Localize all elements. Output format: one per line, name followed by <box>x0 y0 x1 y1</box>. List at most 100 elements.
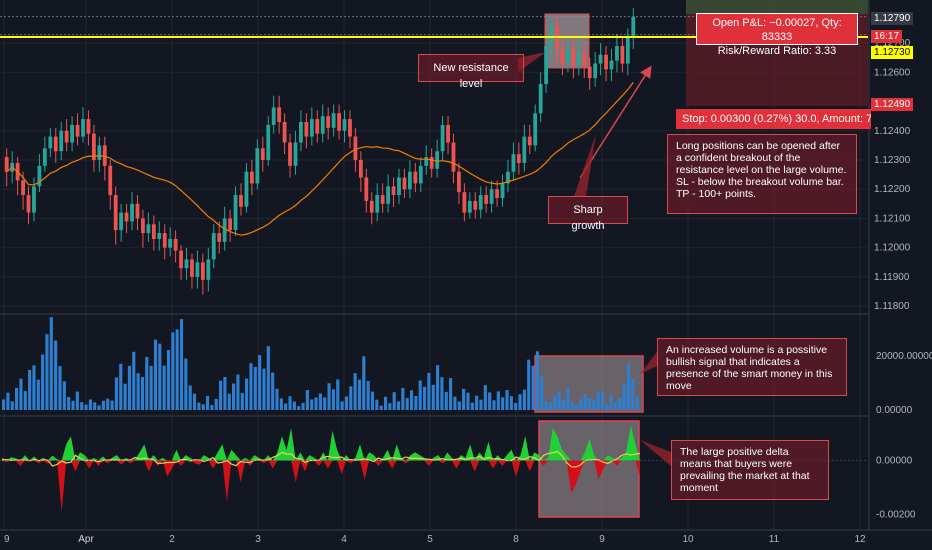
volume-bar <box>535 351 539 410</box>
time-tick-label: 10 <box>682 534 694 545</box>
candle-body <box>4 157 9 172</box>
volume-bar <box>166 349 171 410</box>
axes: 1.12700 1.12600 1.12400 1.12300 1.12200 1.121… <box>4 38 932 545</box>
time-tick-label: 4 <box>341 534 347 545</box>
volume-bar <box>84 404 88 410</box>
candle-body <box>609 60 614 70</box>
volume-note: An increased volume is a possitive bulli… <box>657 338 847 396</box>
candle-body <box>173 238 178 251</box>
volume-bar <box>501 397 505 410</box>
volume-bar <box>436 365 440 410</box>
candle-body <box>293 142 298 166</box>
candle-body <box>108 165 113 196</box>
delta-callout-pointer <box>640 440 671 466</box>
candle-body <box>435 151 440 169</box>
volume-bar <box>123 383 127 410</box>
pnl-panel[interactable]: Open P&L: −0.00027, Qty: 83333 Risk/Rewa… <box>696 13 858 57</box>
volume-bar <box>15 387 19 410</box>
pnl-line-2: Risk/Reward Ratio: 3.33 <box>717 45 837 57</box>
candle-body <box>86 119 91 134</box>
volume-bar <box>418 380 422 410</box>
time-tick-label: 3 <box>255 534 261 545</box>
volume-bar <box>605 403 609 410</box>
candle-body <box>446 124 450 143</box>
volume-bar <box>370 391 375 410</box>
volume-bar <box>201 404 205 410</box>
candle-body <box>190 259 194 277</box>
delta-note: The large positive delta means that buye… <box>671 440 829 500</box>
candle-body <box>424 157 429 166</box>
candle-body <box>320 116 325 134</box>
volume-bar <box>253 366 257 410</box>
candle-body <box>42 148 47 166</box>
volume-bar <box>570 402 574 410</box>
candle-body <box>244 171 249 207</box>
candle-body <box>260 148 265 160</box>
volume-bar <box>62 381 66 410</box>
candle-body <box>402 177 407 190</box>
candles <box>4 8 636 295</box>
volume-bar <box>379 405 383 410</box>
volume-bar <box>466 392 470 410</box>
volume-bar <box>318 393 322 410</box>
candle-body <box>102 145 107 166</box>
pnl-line-1: Open P&L: −0.00027, Qty: 83333 <box>712 17 842 43</box>
candle-body <box>549 25 554 46</box>
volume-bar <box>514 402 518 410</box>
volume-bar <box>258 355 262 410</box>
volume-bar <box>488 392 492 410</box>
resistance-note: New resistance level <box>418 54 524 90</box>
volume-bar <box>531 365 535 410</box>
candle-body <box>506 171 510 184</box>
candle-body <box>467 200 472 213</box>
volume-tick-label: 0.00000 <box>876 405 913 416</box>
volume-bar <box>188 385 192 410</box>
volume-bar <box>58 366 62 410</box>
volume-bar <box>36 379 40 410</box>
volume-bar <box>479 399 483 410</box>
volume-bar <box>275 388 279 410</box>
profit-zone <box>686 0 868 14</box>
candle-body <box>64 130 69 143</box>
stop-label[interactable]: Stop: 0.00300 (0.27%) 30.0, Amount: 750 <box>676 109 871 129</box>
volume-bar <box>344 396 349 410</box>
candle-body <box>478 195 483 210</box>
growth-callout-pointer <box>574 134 596 196</box>
volume-bar <box>527 359 531 410</box>
long-positions-note: Long positions can be opened after a con… <box>667 134 857 214</box>
volume-bar <box>19 378 23 410</box>
volume-bar <box>80 402 84 410</box>
volume-bar <box>314 397 318 410</box>
volume-bar <box>409 390 414 410</box>
volume-bar <box>75 391 79 410</box>
volume-bar <box>249 363 253 410</box>
candle-body <box>462 192 467 213</box>
candle-body <box>348 119 352 137</box>
volume-bar <box>192 393 197 410</box>
candle-body <box>587 66 592 79</box>
candle-body <box>386 186 391 204</box>
volume-bar <box>401 388 405 410</box>
volume-bar <box>41 354 45 410</box>
entry-price-tag: 1.12730 <box>871 46 914 59</box>
volume-bar <box>54 340 58 410</box>
volume-bar <box>566 387 570 410</box>
time-tick-label: Apr <box>78 534 94 545</box>
volume-bar <box>492 400 496 410</box>
candle-body <box>288 142 292 166</box>
candle-body <box>369 200 374 213</box>
countdown-tag: 16:17 <box>871 30 903 43</box>
volume-bar <box>119 363 123 410</box>
candle-body <box>91 133 96 160</box>
candle-body <box>451 142 456 172</box>
candle-body <box>560 48 565 64</box>
volume-bar <box>340 401 344 410</box>
candle-body <box>489 189 494 204</box>
price-tick-label: 1.11800 <box>874 301 910 312</box>
volume-bar <box>462 388 466 410</box>
candle-body <box>53 136 58 152</box>
volume-bar <box>548 402 552 410</box>
volume-bar <box>49 317 53 410</box>
candle-body <box>233 195 238 231</box>
candle-body <box>299 122 303 143</box>
